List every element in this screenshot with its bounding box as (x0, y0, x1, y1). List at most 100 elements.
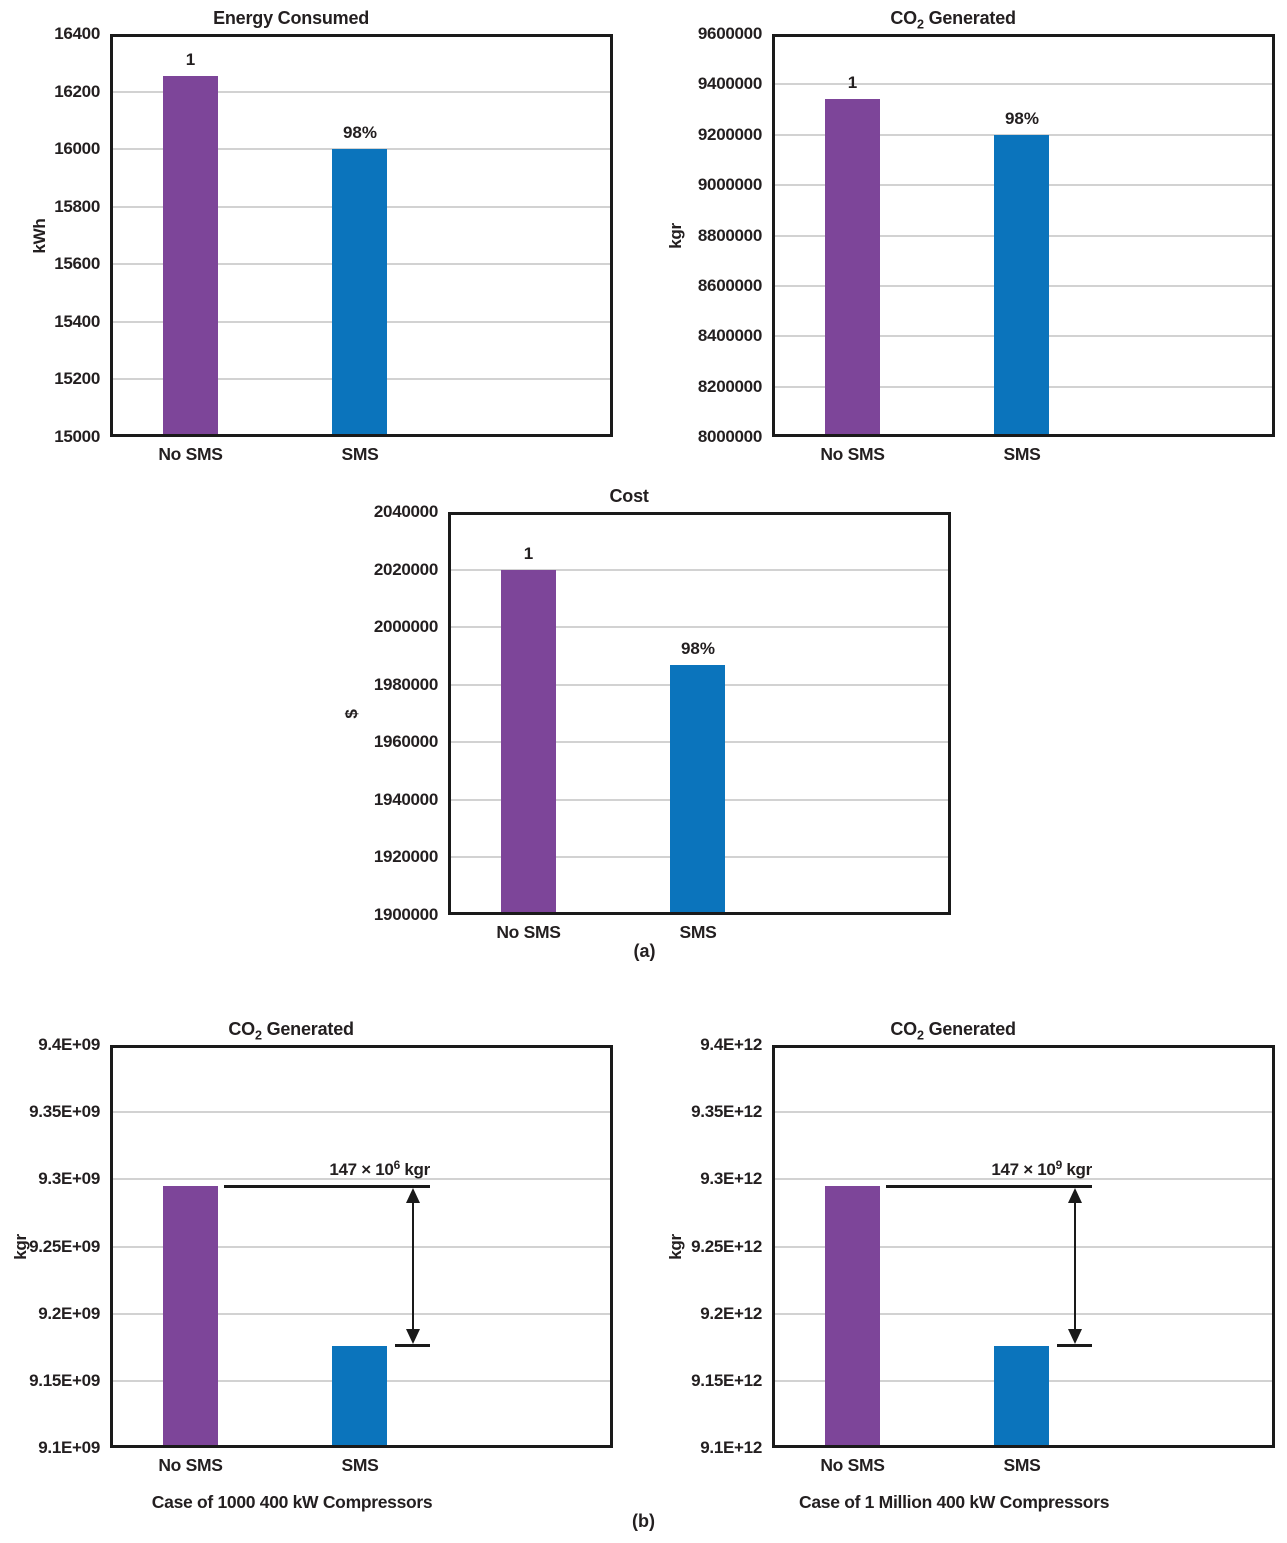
y-tick-label: 9.25E+12 (691, 1236, 762, 1256)
y-tick-label: 9.35E+09 (29, 1102, 100, 1122)
gridline (775, 1312, 1272, 1315)
y-tick-label: 1900000 (373, 905, 438, 924)
x-tick-label: No SMS (158, 1455, 223, 1475)
text-segment: CO (890, 8, 917, 28)
y-tick-label: 9.15E+12 (691, 1370, 762, 1390)
arrow-down-icon (405, 1328, 420, 1344)
gridline (451, 626, 948, 629)
bar-sms (670, 664, 726, 912)
subscript-text: 2 (916, 17, 924, 32)
y-tick-label: 15200 (54, 369, 100, 389)
y-tick-label: 8400000 (697, 326, 762, 346)
y-tick-label: 9.15E+09 (29, 1370, 100, 1390)
y-tick-label: 9.25E+09 (29, 1236, 100, 1256)
chart-title: CO2 Generated (228, 1019, 354, 1043)
chart-title: Cost (609, 486, 648, 507)
y-tick-label: 15000 (54, 427, 100, 446)
subscript-text: 2 (916, 1028, 924, 1043)
y-tick-label: 8200000 (697, 376, 762, 396)
bar-value-label: 98% (680, 638, 715, 658)
y-tick-label: 9.1E+09 (38, 1438, 100, 1457)
y-tick-label: 1960000 (373, 732, 438, 752)
text-segment: Energy Consumed (213, 8, 370, 28)
text-segment: 147 × 10 (329, 1159, 394, 1179)
y-tick-label: 2020000 (373, 559, 438, 579)
bar-sms (994, 1345, 1050, 1445)
y-axis-label: kgr (666, 1233, 685, 1260)
difference-arrow-line (411, 1200, 415, 1332)
y-tick-label: 2040000 (373, 502, 438, 521)
chart-cost: Cost 2040000 2020000 2000000 1980000 1960000 1… (338, 486, 963, 1006)
x-tick-label: No SMS (158, 444, 223, 464)
y-tick-label: 9000000 (697, 175, 762, 195)
chart-title: CO2 Generated (890, 1019, 1016, 1043)
chart-title: Energy Consumed (213, 8, 369, 29)
text-segment: Generated (923, 8, 1016, 28)
y-tick-label: 9400000 (697, 74, 762, 94)
y-axis-label: kWh (30, 218, 49, 253)
gridline (775, 83, 1272, 86)
section-a-label: (a) (633, 941, 656, 961)
x-tick-label: SMS (341, 1455, 379, 1475)
bar-value-label: 1 (847, 73, 858, 93)
chart-energy-consumed: Energy Consumed 16400 16200 16000 15800 15600… (0, 8, 625, 528)
text-segment: Generated (261, 1019, 354, 1039)
y-tick-label: 2000000 (373, 617, 438, 637)
bar-sms (332, 149, 388, 434)
y-tick-label: 15600 (54, 254, 100, 274)
text-segment: kgr (399, 1159, 430, 1179)
y-axis-label: kgr (666, 222, 685, 249)
bar-no-sms (824, 99, 880, 434)
bar-no-sms (162, 1186, 218, 1445)
y-tick-label: 8600000 (697, 275, 762, 295)
difference-arrow-line (1073, 1200, 1077, 1332)
text-segment: CO (890, 1019, 917, 1039)
bar-value-label: 98% (1004, 108, 1039, 128)
difference-top-line (223, 1184, 430, 1188)
difference-label: 147 × 106 kgr (210, 1158, 430, 1180)
gridline (775, 1111, 1272, 1114)
bar-no-sms (500, 569, 556, 912)
y-tick-label: 16000 (54, 139, 100, 159)
y-tick-label: 16400 (54, 24, 100, 43)
bar-sms (332, 1345, 388, 1445)
text-segment: 147 × 10 (991, 1159, 1056, 1179)
y-axis-label: $ (342, 708, 361, 719)
bar-sms (994, 134, 1050, 434)
x-tick-label: SMS (341, 444, 379, 464)
bar-value-label: 1 (523, 543, 534, 563)
x-tick-label: No SMS (820, 1455, 885, 1475)
difference-label: 147 × 109 kgr (872, 1158, 1092, 1180)
text-segment: Cost (609, 486, 649, 506)
chart-caption: Case of 1 Million 400 kW Compressors (799, 1492, 1110, 1512)
x-tick-label: No SMS (820, 444, 885, 464)
y-tick-label: 9.3E+12 (700, 1169, 762, 1189)
y-tick-label: 15800 (54, 196, 100, 216)
y-tick-label: 15400 (54, 311, 100, 331)
chart-caption: Case of 1000 400 kW Compressors (151, 1492, 433, 1512)
y-tick-label: 9200000 (697, 124, 762, 144)
superscript-text: 6 (393, 1158, 401, 1173)
subscript-text: 2 (254, 1028, 262, 1043)
y-tick-label: 9600000 (697, 24, 762, 43)
gridline (113, 1245, 610, 1248)
chart-title: CO2 Generated (890, 8, 1016, 32)
y-tick-label: 9.2E+09 (38, 1303, 100, 1323)
arrow-up-icon (405, 1188, 420, 1204)
y-tick-label: 1980000 (373, 674, 438, 694)
text-segment: CO (228, 1019, 255, 1039)
y-tick-label: 9.2E+12 (700, 1303, 762, 1323)
y-tick-label: 1940000 (373, 789, 438, 809)
text-segment: Generated (923, 1019, 1016, 1039)
gridline (113, 90, 610, 93)
y-tick-label: 9.3E+09 (38, 1169, 100, 1189)
y-tick-label: 9.35E+12 (691, 1102, 762, 1122)
y-tick-label: 9.4E+09 (38, 1035, 100, 1054)
superscript-text: 9 (1055, 1158, 1063, 1173)
gridline (451, 568, 948, 571)
difference-bottom-tick (1057, 1344, 1092, 1348)
chart-co2-generated: CO2 Generated 9600000 9400000 9200000 900000… (662, 8, 1287, 528)
chart-co2-generated-1-million-compressors: CO2 Generated 9.4E+12 9.35E+12 9.3E+12 9.25E… (662, 1019, 1287, 1539)
arrow-up-icon (1067, 1188, 1082, 1204)
